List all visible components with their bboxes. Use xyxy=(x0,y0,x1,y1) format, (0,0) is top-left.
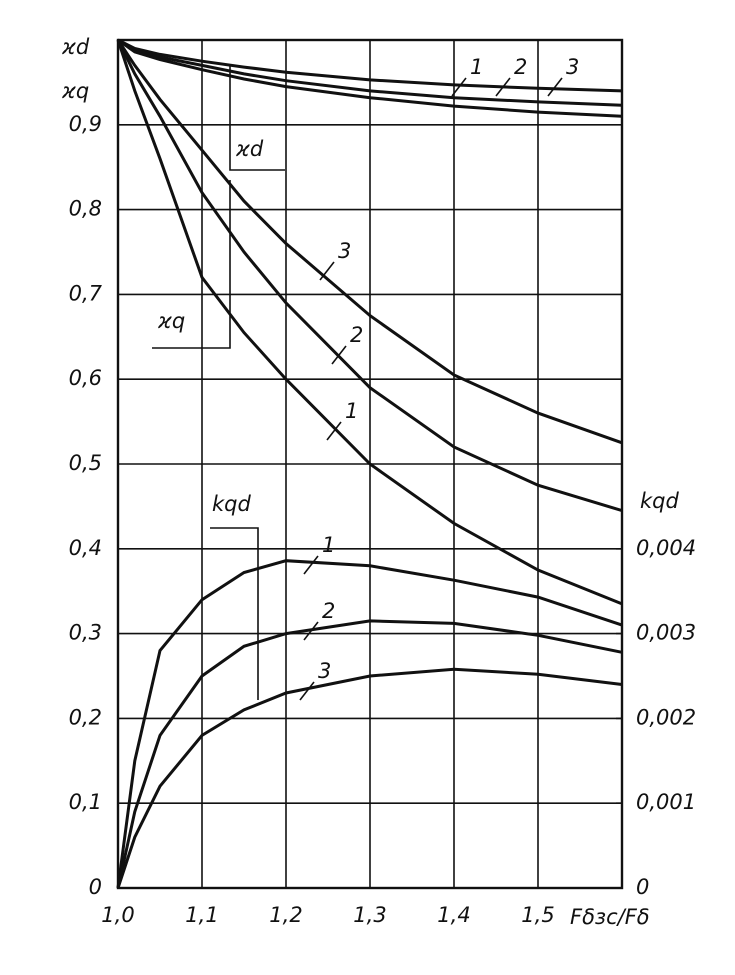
series-line xyxy=(116,39,623,445)
series-label: 1 xyxy=(322,533,335,557)
label-leader xyxy=(547,77,563,97)
y-tick-label: 0,8 xyxy=(69,197,102,221)
y-tick-label: 0,7 xyxy=(69,281,103,305)
series-label: 1 xyxy=(345,399,358,423)
series-line xyxy=(116,667,623,889)
y2-tick-label: 0,001 xyxy=(636,790,696,814)
y-label: ϰd xyxy=(61,35,90,59)
y-tick-label: 0,9 xyxy=(69,112,102,136)
y-tick-label: 0,6 xyxy=(69,366,102,390)
y-tick-label: 0,1 xyxy=(69,790,102,814)
x-tick-label: 1,0 xyxy=(101,903,134,927)
y2-tick-label: 0,004 xyxy=(636,536,696,560)
label-leader xyxy=(326,421,342,441)
series-label: 3 xyxy=(318,659,331,683)
series-line xyxy=(116,39,623,513)
label-leader xyxy=(319,261,335,281)
annotation: ϰd xyxy=(235,137,264,161)
x-tick-label: 1,1 xyxy=(185,903,218,927)
x-label: Fδзс/Fδ xyxy=(570,905,650,929)
series-label: 2 xyxy=(350,323,363,347)
series-label: 2 xyxy=(514,55,527,79)
label-leader xyxy=(303,555,319,575)
series-line xyxy=(117,38,623,107)
y-tick-label: 0,4 xyxy=(69,536,102,560)
series-label: 1 xyxy=(470,55,483,79)
y2-tick-label: 0,003 xyxy=(636,621,696,645)
label-leader xyxy=(299,681,315,701)
series-label: 3 xyxy=(338,239,351,263)
y2-tick-label: 0,002 xyxy=(636,705,696,729)
bracket xyxy=(210,527,259,700)
y-tick-label: 0,5 xyxy=(69,451,102,475)
y2-label: kqd xyxy=(640,489,679,513)
x-tick-label: 1,3 xyxy=(353,903,386,927)
x-tick-label: 1,4 xyxy=(437,903,470,927)
label-leader xyxy=(495,77,511,97)
y-tick-label: 0,2 xyxy=(69,705,102,729)
series-line xyxy=(117,38,623,118)
series-line xyxy=(116,619,623,889)
series-line xyxy=(117,38,623,93)
y-tick-label: 0 xyxy=(89,875,102,899)
x-tick-label: 1,2 xyxy=(269,903,302,927)
series-label: 2 xyxy=(322,599,335,623)
series-label: 3 xyxy=(566,55,579,79)
series-line xyxy=(116,559,623,889)
y-tick-label: 0,3 xyxy=(69,621,102,645)
y2-tick-label: 0 xyxy=(636,875,649,899)
y-label: ϰq xyxy=(61,79,89,103)
annotation: kqd xyxy=(212,492,251,516)
annotation: ϰq xyxy=(157,309,185,333)
label-leader xyxy=(451,77,467,97)
label-leader xyxy=(303,621,319,641)
x-tick-label: 1,5 xyxy=(521,903,554,927)
label-leader xyxy=(331,345,347,365)
series-line xyxy=(116,39,623,606)
bracket xyxy=(152,66,285,349)
